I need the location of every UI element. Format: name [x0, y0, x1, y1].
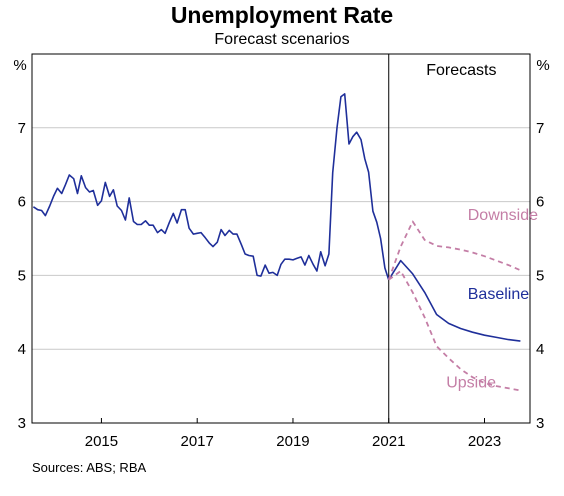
y-tick-label-right: 5 — [536, 267, 544, 284]
y-tick-label-left: 3 — [18, 415, 26, 432]
chart-title: Unemployment Rate — [170, 2, 394, 28]
y-tick-label-left: 4 — [18, 341, 26, 358]
y-axis-unit-right: % — [536, 57, 549, 74]
x-tick-labels: 2015 2017 2019 2021 2023 — [85, 418, 501, 450]
series-lines — [32, 93, 521, 392]
y-tick-label-right: 7 — [536, 120, 544, 137]
x-tick-label: 2023 — [468, 433, 501, 450]
series-line-baseline — [388, 259, 521, 342]
x-tick-label: 2021 — [372, 433, 405, 450]
y-tick-label-left: 5 — [18, 267, 26, 284]
y-tick-label-left: 7 — [18, 120, 26, 137]
x-tick-label: 2017 — [181, 433, 214, 450]
annotation-upside: Upside — [446, 375, 496, 392]
x-tick-label: 2015 — [85, 433, 118, 450]
y-tick-label-right: 4 — [536, 341, 544, 358]
annotation-baseline: Baseline — [468, 286, 529, 303]
source-note: Sources: ABS; RBA — [32, 460, 147, 475]
y-tick-labels: 3 3 4 4 5 5 6 6 7 7 — [18, 120, 545, 432]
series-line-upside — [388, 270, 521, 392]
y-tick-label-right: 3 — [536, 415, 544, 432]
series-line-history — [32, 93, 390, 281]
y-tick-label-right: 6 — [536, 194, 544, 211]
series-line-downside — [387, 220, 521, 281]
forecast-label: Forecasts — [426, 62, 496, 79]
x-tick-label: 2019 — [276, 433, 309, 450]
plot-frame — [31, 53, 531, 424]
y-tick-label-left: 6 — [18, 194, 26, 211]
chart-subtitle: Forecast scenarios — [214, 31, 350, 48]
series-annotations: Downside Baseline Upside — [446, 207, 538, 392]
annotation-downside: Downside — [468, 207, 538, 224]
y-axis-unit-left: % — [13, 57, 26, 74]
gridlines — [32, 127, 530, 350]
